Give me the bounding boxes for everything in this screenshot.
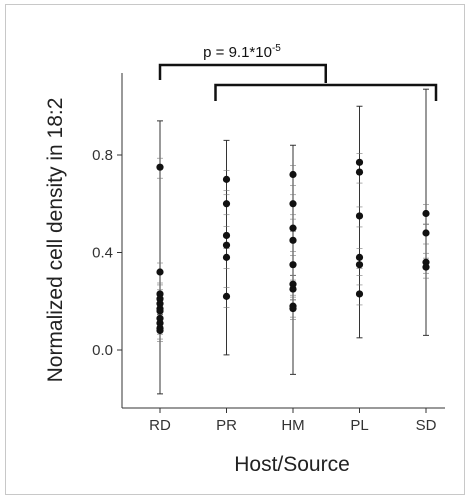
x-tick-label: HM bbox=[281, 417, 304, 434]
data-point-SD bbox=[422, 209, 430, 218]
data-point-PR bbox=[222, 200, 231, 208]
data-point-PL bbox=[355, 290, 364, 298]
data-point-PL bbox=[355, 261, 364, 269]
axes: 0.0 0.4 0.8 RD PR HM PL SD bbox=[92, 73, 445, 434]
data-points bbox=[156, 158, 430, 335]
data-point-PL bbox=[355, 158, 364, 166]
p-value-label: p = 9.1*10-5 bbox=[203, 43, 281, 61]
data-point-RD bbox=[156, 307, 164, 315]
x-tick-label: PR bbox=[216, 417, 237, 434]
x-tick-label: SD bbox=[416, 417, 437, 434]
data-point-PL bbox=[355, 168, 364, 176]
data-point-RD bbox=[156, 268, 164, 276]
data-point-HM bbox=[289, 200, 297, 208]
x-tick-label: RD bbox=[149, 417, 171, 434]
data-point-PR bbox=[222, 253, 231, 261]
y-tick-label: 0.8 bbox=[92, 147, 113, 164]
data-point-PR bbox=[222, 241, 231, 249]
y-axis-title: Normalized cell density in 18:2 bbox=[44, 98, 67, 383]
data-point-PR bbox=[222, 175, 231, 183]
data-point-HM bbox=[289, 304, 297, 313]
data-point-PR bbox=[222, 231, 231, 240]
comparison-bracket bbox=[158, 63, 327, 83]
data-point-HM bbox=[289, 261, 297, 269]
data-point-SD bbox=[422, 229, 430, 237]
x-axis-title: Host/Source bbox=[234, 453, 350, 476]
y-tick-label: 0.0 bbox=[92, 342, 113, 359]
group-bracket bbox=[214, 83, 438, 101]
significance-annotation: p = 9.1*10-5 bbox=[158, 43, 438, 101]
data-point-HM bbox=[289, 224, 297, 232]
data-point-SD bbox=[422, 263, 430, 271]
data-point-RD bbox=[156, 163, 164, 171]
data-point-PR bbox=[222, 292, 231, 300]
data-point-RD bbox=[156, 326, 164, 335]
data-point-HM bbox=[289, 285, 297, 293]
x-tick-label: PL bbox=[350, 417, 368, 434]
data-point-PL bbox=[355, 212, 364, 220]
data-point-PL bbox=[355, 253, 364, 261]
y-tick-label: 0.4 bbox=[92, 245, 113, 262]
data-point-HM bbox=[289, 170, 297, 179]
data-point-HM bbox=[289, 236, 297, 244]
